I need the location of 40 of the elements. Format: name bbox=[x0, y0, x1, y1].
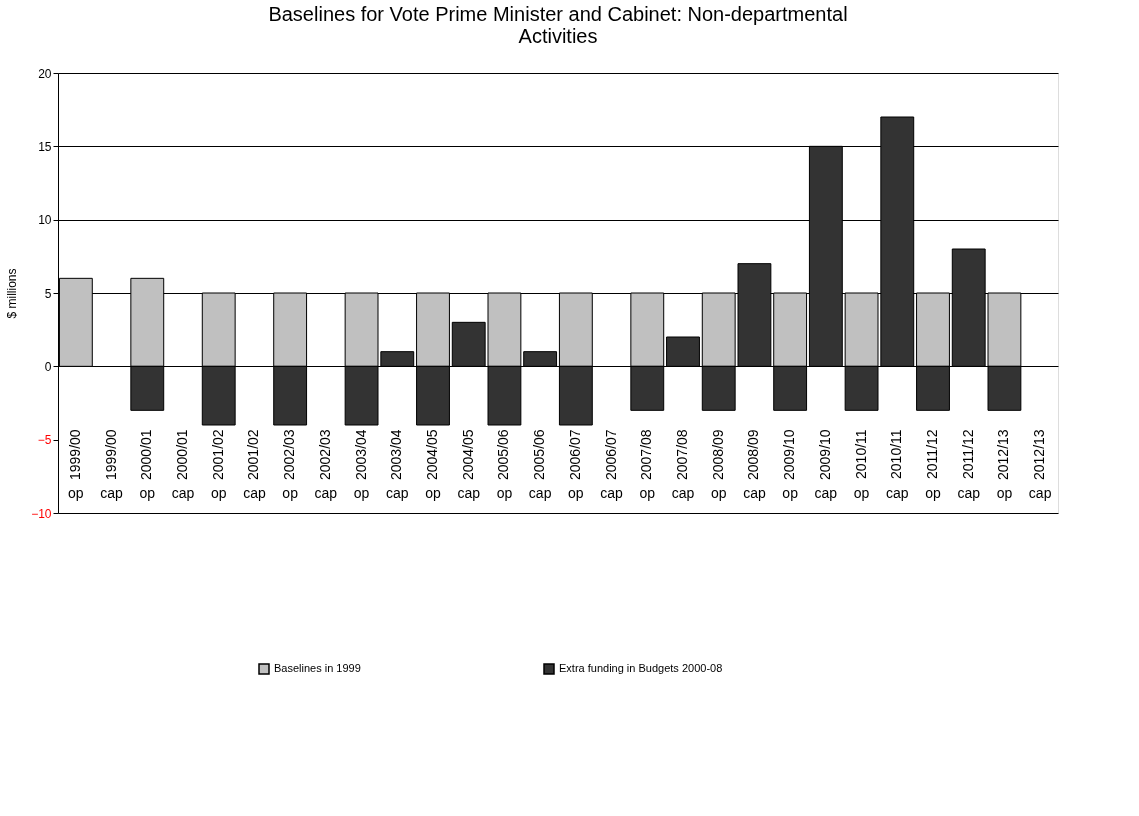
category-label: 2006/07 cap bbox=[600, 429, 623, 501]
y-tick-label: 5 bbox=[44, 286, 52, 301]
category-label: 2000/01 cap bbox=[171, 429, 195, 501]
category-label: 2008/09 cap bbox=[743, 429, 766, 501]
category-label: 2009/10 cap bbox=[814, 429, 838, 501]
category-label: 2004/05 cap bbox=[457, 429, 480, 501]
category-label: 2011/12 op bbox=[924, 429, 941, 501]
category-label: 2005/06 op bbox=[495, 429, 513, 501]
category-label: 2012/13 op bbox=[995, 429, 1013, 501]
y-axis-title: $ millions bbox=[5, 268, 20, 319]
category-label: 2001/02 op bbox=[209, 429, 227, 501]
y-tick-label: 0 bbox=[44, 359, 52, 374]
category-label: 2002/03 op bbox=[281, 429, 298, 501]
category-label: 2010/11 cap bbox=[886, 429, 909, 501]
category-label: 2003/04 cap bbox=[386, 429, 409, 501]
category-label: 2004/05 op bbox=[424, 429, 441, 501]
category-label: 2011/12 cap bbox=[957, 429, 980, 501]
category-label: 1999/00 op bbox=[66, 429, 84, 501]
category-label: 1999/00 cap bbox=[100, 429, 123, 501]
category-label: 2008/09 op bbox=[709, 429, 727, 501]
category-label: 2001/02 cap bbox=[243, 429, 266, 501]
legend-label: Baselines in 1999 bbox=[274, 662, 361, 674]
category-label: 2003/04 op bbox=[352, 429, 370, 501]
category-label: 2005/06 cap bbox=[528, 429, 552, 501]
text: Activities bbox=[518, 25, 598, 47]
category-label: 2000/01 op bbox=[138, 429, 156, 501]
y-tick-label: −5 bbox=[37, 433, 52, 448]
category-label: 2007/08 op bbox=[638, 429, 656, 501]
category-label: 2006/07 op bbox=[566, 429, 584, 501]
y-tick-label: 20 bbox=[38, 66, 52, 81]
category-label: 2010/11 op bbox=[852, 429, 870, 501]
legend-label: Extra funding in Budgets 2000-08 bbox=[559, 662, 723, 674]
y-tick-label: −10 bbox=[31, 506, 52, 521]
category-label: 2002/03 cap bbox=[314, 429, 338, 501]
y-tick-label: 15 bbox=[38, 139, 52, 154]
category-label: 2009/10 op bbox=[781, 429, 798, 501]
category-label: 2007/08 cap bbox=[671, 429, 695, 501]
category-label: 2012/13 cap bbox=[1028, 429, 1052, 501]
text: Baselines for Vote Prime Minister and Cabinet: Non-departmental bbox=[268, 3, 848, 25]
y-tick-label: 10 bbox=[38, 213, 52, 228]
